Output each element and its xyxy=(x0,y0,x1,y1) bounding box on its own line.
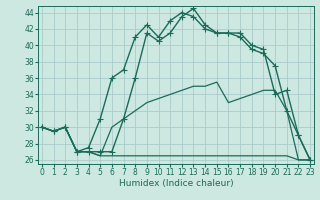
X-axis label: Humidex (Indice chaleur): Humidex (Indice chaleur) xyxy=(119,179,233,188)
